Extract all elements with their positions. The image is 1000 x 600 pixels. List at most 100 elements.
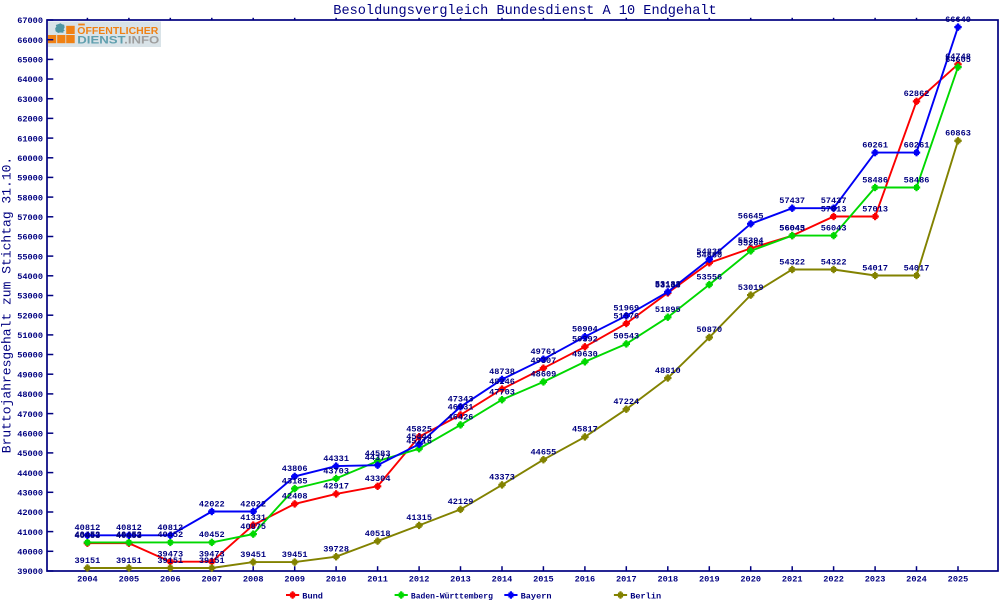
svg-text:42917: 42917 bbox=[323, 482, 349, 492]
svg-text:2005: 2005 bbox=[119, 575, 140, 585]
svg-text:Besoldungsvergleich Bundesdien: Besoldungsvergleich Bundesdienst A 10 En… bbox=[333, 4, 716, 19]
svg-text:2009: 2009 bbox=[284, 575, 305, 585]
svg-text:54322: 54322 bbox=[779, 257, 805, 267]
svg-text:40452: 40452 bbox=[75, 530, 101, 540]
svg-text:58486: 58486 bbox=[904, 175, 930, 185]
svg-text:2022: 2022 bbox=[823, 575, 844, 585]
svg-text:2010: 2010 bbox=[326, 575, 347, 585]
svg-text:40452: 40452 bbox=[157, 530, 183, 540]
svg-text:Berlin: Berlin bbox=[630, 592, 661, 600]
svg-text:53019: 53019 bbox=[738, 283, 764, 293]
svg-text:67000: 67000 bbox=[17, 16, 43, 26]
svg-text:2021: 2021 bbox=[782, 575, 803, 585]
svg-text:51969: 51969 bbox=[613, 304, 639, 314]
svg-text:Bruttojahresgehalt zum Stichta: Bruttojahresgehalt zum Stichtag 31.10. bbox=[0, 157, 15, 453]
svg-text:44000: 44000 bbox=[17, 469, 43, 479]
svg-text:46426: 46426 bbox=[448, 413, 474, 423]
svg-text:47224: 47224 bbox=[613, 397, 639, 407]
svg-text:39151: 39151 bbox=[116, 556, 142, 566]
svg-text:54322: 54322 bbox=[821, 257, 847, 267]
svg-text:49630: 49630 bbox=[572, 350, 598, 360]
svg-text:50870: 50870 bbox=[696, 325, 722, 335]
svg-text:51000: 51000 bbox=[17, 331, 43, 341]
svg-text:56045: 56045 bbox=[779, 223, 805, 233]
svg-text:40453: 40453 bbox=[75, 531, 101, 541]
svg-text:48810: 48810 bbox=[655, 366, 681, 376]
svg-text:2007: 2007 bbox=[201, 575, 222, 585]
svg-text:2011: 2011 bbox=[367, 575, 388, 585]
svg-text:2019: 2019 bbox=[699, 575, 720, 585]
svg-text:64748: 64748 bbox=[945, 52, 971, 62]
svg-text:41000: 41000 bbox=[17, 528, 43, 538]
svg-text:2025: 2025 bbox=[948, 575, 969, 585]
svg-text:63000: 63000 bbox=[17, 95, 43, 105]
svg-text:48000: 48000 bbox=[17, 390, 43, 400]
svg-text:65000: 65000 bbox=[17, 56, 43, 66]
svg-text:43703: 43703 bbox=[323, 466, 349, 476]
svg-text:40518: 40518 bbox=[365, 529, 391, 539]
svg-text:55394: 55394 bbox=[738, 236, 764, 246]
svg-text:44331: 44331 bbox=[323, 454, 349, 464]
svg-text:40452: 40452 bbox=[116, 530, 142, 540]
svg-text:47703: 47703 bbox=[489, 388, 515, 398]
svg-text:50000: 50000 bbox=[17, 351, 43, 361]
svg-text:45444: 45444 bbox=[406, 432, 432, 442]
svg-text:53000: 53000 bbox=[17, 292, 43, 302]
svg-text:57437: 57437 bbox=[821, 196, 847, 206]
svg-text:57013: 57013 bbox=[862, 204, 888, 214]
svg-text:2023: 2023 bbox=[865, 575, 886, 585]
svg-text:47343: 47343 bbox=[448, 395, 474, 405]
svg-text:60863: 60863 bbox=[945, 129, 971, 139]
svg-text:40875: 40875 bbox=[240, 522, 266, 532]
svg-text:42022: 42022 bbox=[240, 499, 266, 509]
svg-text:55264: 55264 bbox=[738, 239, 764, 249]
svg-text:57000: 57000 bbox=[17, 213, 43, 223]
svg-text:41331: 41331 bbox=[240, 513, 266, 523]
svg-text:39473: 39473 bbox=[199, 550, 225, 560]
svg-text:Baden-Württemberg: Baden-Württemberg bbox=[411, 592, 493, 600]
svg-text:DIENST.INFO: DIENST .INFO bbox=[77, 34, 160, 46]
svg-text:2006: 2006 bbox=[160, 575, 181, 585]
svg-text:39000: 39000 bbox=[17, 567, 43, 577]
svg-text:40812: 40812 bbox=[157, 523, 183, 533]
svg-text:Bund: Bund bbox=[302, 592, 323, 600]
svg-text:49307: 49307 bbox=[531, 356, 557, 366]
svg-text:40812: 40812 bbox=[75, 523, 101, 533]
svg-text:2004: 2004 bbox=[77, 575, 98, 585]
svg-text:52000: 52000 bbox=[17, 311, 43, 321]
svg-text:2016: 2016 bbox=[575, 575, 596, 585]
svg-text:64605: 64605 bbox=[945, 55, 971, 65]
svg-text:62862: 62862 bbox=[904, 89, 930, 99]
svg-text:45216: 45216 bbox=[406, 437, 432, 447]
svg-text:56043: 56043 bbox=[779, 223, 805, 233]
svg-text:62000: 62000 bbox=[17, 115, 43, 125]
svg-text:47000: 47000 bbox=[17, 410, 43, 420]
svg-text:2015: 2015 bbox=[533, 575, 554, 585]
svg-text:44377: 44377 bbox=[365, 453, 391, 463]
svg-text:54000: 54000 bbox=[17, 272, 43, 282]
svg-text:39451: 39451 bbox=[240, 550, 266, 560]
svg-text:43304: 43304 bbox=[365, 474, 391, 484]
svg-text:39151: 39151 bbox=[199, 556, 225, 566]
svg-text:39151: 39151 bbox=[75, 556, 101, 566]
svg-text:49000: 49000 bbox=[17, 370, 43, 380]
svg-text:2020: 2020 bbox=[740, 575, 761, 585]
svg-text:39728: 39728 bbox=[323, 545, 349, 555]
svg-text:43806: 43806 bbox=[282, 464, 308, 474]
svg-text:46000: 46000 bbox=[17, 429, 43, 439]
svg-text:44583: 44583 bbox=[365, 449, 391, 459]
svg-text:56043: 56043 bbox=[821, 223, 847, 233]
svg-text:42000: 42000 bbox=[17, 508, 43, 518]
svg-text:48738: 48738 bbox=[489, 367, 515, 377]
svg-text:42408: 42408 bbox=[282, 492, 308, 502]
svg-text:58486: 58486 bbox=[862, 175, 888, 185]
svg-text:60000: 60000 bbox=[17, 154, 43, 164]
svg-text:53183: 53183 bbox=[655, 280, 681, 290]
svg-text:45825: 45825 bbox=[406, 425, 432, 435]
svg-text:51576: 51576 bbox=[613, 311, 639, 321]
svg-text:2024: 2024 bbox=[906, 575, 927, 585]
svg-text:46931: 46931 bbox=[448, 403, 474, 413]
svg-text:50904: 50904 bbox=[572, 325, 598, 335]
svg-text:57013: 57013 bbox=[821, 204, 847, 214]
svg-text:42129: 42129 bbox=[448, 497, 474, 507]
